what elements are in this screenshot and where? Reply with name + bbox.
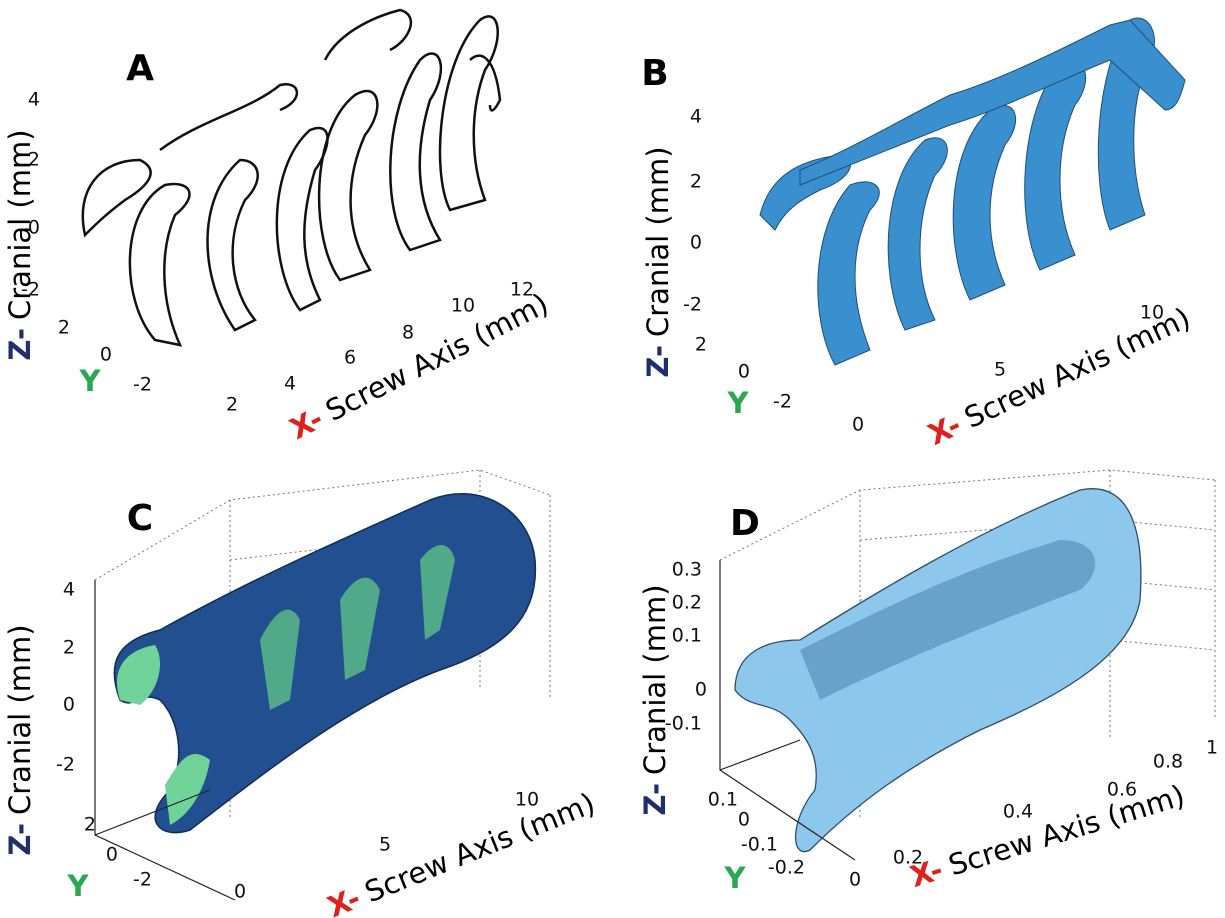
z-axis-text: Cranial (mm) — [3, 624, 37, 815]
y-tick-label: 2 — [84, 814, 96, 836]
y-tick-label: -2 — [133, 374, 152, 396]
x-tick-label: 2 — [226, 394, 238, 416]
panel-label: C — [127, 498, 153, 539]
z-tick-label: 0 — [690, 232, 702, 254]
x-tick-label: 0 — [852, 414, 864, 436]
z-axis-text: Cranial (mm) — [638, 584, 672, 775]
x-tick-label: 4 — [284, 373, 296, 395]
y-tick-label: 2 — [58, 317, 70, 339]
z-tick-label: 0 — [63, 694, 75, 716]
x-tick-label: 8 — [402, 322, 414, 344]
z-tick-label: 4 — [28, 89, 40, 111]
z-tick-label: 0 — [695, 679, 707, 701]
x-axis-text: Screw Axis (mm) — [360, 786, 600, 909]
x-axis-title: X-Screw Axis (mm) — [906, 778, 1188, 894]
y-tick-label: 0.1 — [708, 789, 738, 811]
z-axis-title: Z- Cranial (mm) — [3, 129, 37, 360]
z-axis-prefix: Z- — [638, 783, 672, 816]
panel-label: A — [126, 48, 154, 89]
x-axis-prefix: X- — [923, 407, 966, 451]
z-tick-label: 4 — [63, 579, 75, 601]
z-axis-title: Z- Cranial (mm) — [641, 146, 675, 377]
x-tick-label: 0 — [849, 869, 861, 891]
y-tick-label: 0 — [100, 344, 112, 366]
z-axis-prefix: Z- — [3, 823, 37, 856]
z-tick-label: 2 — [63, 637, 75, 659]
x-tick-label: 0.8 — [1153, 751, 1183, 773]
z-tick-label: -2 — [683, 294, 702, 316]
z-axis-prefix: Z- — [641, 345, 675, 378]
y-axis-title: Y — [67, 869, 90, 903]
y-tick-label: 0 — [738, 361, 750, 383]
x-axis-prefix: X- — [323, 881, 365, 918]
y-tick-label: -2 — [773, 391, 792, 413]
y-tick-label: -0.1 — [741, 834, 778, 856]
panel-b-shapes — [760, 18, 1185, 365]
x-axis-text: Screw Axis (mm) — [944, 778, 1188, 882]
y-axis-title: Y — [727, 386, 750, 420]
z-axis-prefix: Z- — [3, 328, 37, 361]
x-tick-label: 6 — [344, 347, 356, 369]
x-tick-label: 10 — [451, 295, 475, 317]
z-tick-label: 0.1 — [672, 625, 702, 647]
z-tick-label: 0.3 — [672, 559, 702, 581]
x-axis-title: X-Screw Axis (mm) — [923, 301, 1196, 452]
y-tick-label: -2 — [133, 869, 152, 891]
x-axis-prefix: X- — [284, 401, 328, 446]
x-tick-label: 5 — [994, 359, 1006, 381]
x-tick-label: 1 — [1206, 737, 1218, 759]
z-tick-label: 0.2 — [672, 592, 702, 614]
x-tick-label: 5 — [379, 834, 391, 856]
x-tick-label: 0 — [234, 881, 246, 903]
z-axis-text: Cranial (mm) — [641, 146, 675, 337]
z-axis-text: Cranial (mm) — [3, 129, 37, 320]
x-tick-label: 0.4 — [1003, 801, 1033, 823]
y-axis-title: Y — [79, 364, 102, 398]
y-tick-label: -0.2 — [768, 857, 805, 879]
y-tick-label: 0 — [738, 809, 750, 831]
z-tick-label: 2 — [690, 171, 702, 193]
y-tick-label: 0 — [106, 844, 118, 866]
x-axis-title: X-Screw Axis (mm) — [323, 786, 600, 918]
z-tick-label: 4 — [690, 106, 702, 128]
z-axis-title: Z- Cranial (mm) — [3, 624, 37, 855]
z-axis-title: Z- Cranial (mm) — [638, 584, 672, 815]
y-tick-label: 2 — [695, 334, 707, 356]
figure: A420-220-224681012Z-Cranial (mm)YX-Screw… — [0, 0, 1225, 918]
panel-label: D — [730, 503, 760, 544]
z-tick-label: -2 — [56, 754, 75, 776]
x-axis-title: X-Screw Axis (mm) — [284, 286, 553, 446]
y-axis-title: Y — [724, 861, 747, 895]
panel-label: B — [641, 53, 668, 94]
